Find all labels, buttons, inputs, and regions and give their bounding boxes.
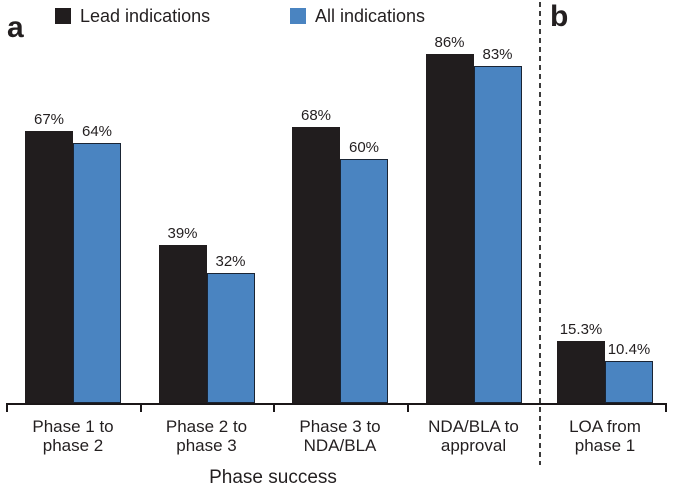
x-axis-tick-4 xyxy=(665,403,667,412)
legend-swatch-all-icon xyxy=(290,8,306,24)
value-label-all-group4: 10.4% xyxy=(607,341,651,358)
panel-label-a: a xyxy=(7,11,24,44)
panel-divider-dashed-line xyxy=(539,2,541,465)
x-axis-tick-0 xyxy=(6,403,8,412)
category-label-group1: Phase 2 to phase 3 xyxy=(165,417,248,455)
x-axis-line xyxy=(6,403,667,405)
bar-lead-group1 xyxy=(158,245,207,403)
value-label-lead-group3: 86% xyxy=(434,34,465,51)
bar-all-group1 xyxy=(206,273,255,403)
bar-lead-group4 xyxy=(557,341,605,403)
value-label-lead-group4: 15.3% xyxy=(559,321,603,338)
x-axis-tick-1 xyxy=(140,403,142,412)
category-label-group0: Phase 1 to phase 2 xyxy=(32,417,114,455)
x-axis-title: Phase success xyxy=(209,467,337,488)
legend-swatch-lead-icon xyxy=(55,8,71,24)
bar-all-group2 xyxy=(340,159,388,403)
x-axis-tick-2 xyxy=(273,403,275,412)
value-label-lead-group1: 39% xyxy=(167,225,198,242)
value-label-all-group0: 64% xyxy=(81,123,113,140)
legend-label-all: All indications xyxy=(315,6,426,26)
x-axis-tick-3 xyxy=(407,403,409,412)
value-label-all-group1: 32% xyxy=(215,253,246,270)
bar-all-group0 xyxy=(73,143,121,403)
category-label-group3: NDA/BLA to approval xyxy=(428,417,519,455)
value-label-all-group2: 60% xyxy=(348,139,380,156)
legend-item-lead-indications: Lead indications xyxy=(55,6,210,26)
bar-lead-group0 xyxy=(25,131,73,403)
panel-label-b: b xyxy=(550,0,569,33)
category-label-group2: Phase 3 to NDA/BLA xyxy=(299,417,381,455)
bar-lead-group3 xyxy=(425,54,474,403)
legend-item-all-indications: All indications xyxy=(290,6,425,26)
bar-all-group4 xyxy=(605,361,653,403)
value-label-all-group3: 83% xyxy=(482,46,513,63)
category-label-group4: LOA from phase 1 xyxy=(569,417,641,455)
value-label-lead-group0: 67% xyxy=(33,111,65,128)
legend-label-lead: Lead indications xyxy=(80,6,211,26)
value-label-lead-group2: 68% xyxy=(300,107,332,124)
bar-all-group3 xyxy=(473,66,522,403)
bar-lead-group2 xyxy=(292,127,340,403)
